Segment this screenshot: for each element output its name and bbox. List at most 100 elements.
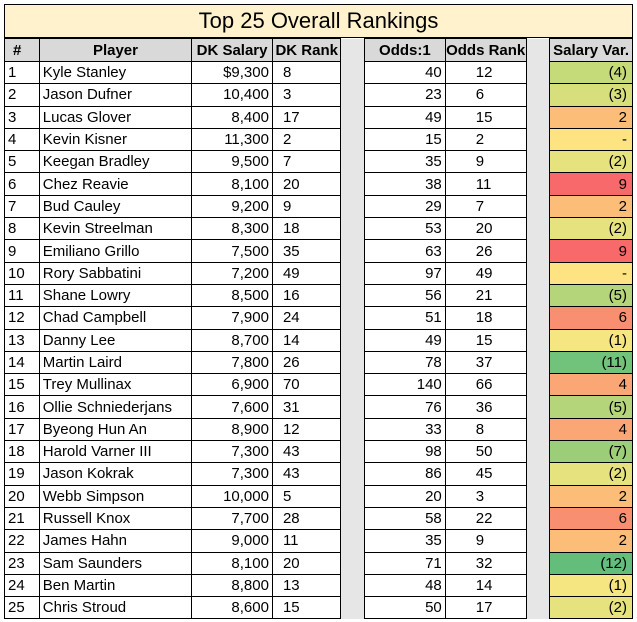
cell-odds[interactable]: 35 — [363, 529, 446, 553]
cell-salary[interactable]: 8,100 — [191, 551, 273, 575]
cell-odds[interactable]: 38 — [363, 172, 446, 196]
cell-odds[interactable]: 51 — [363, 306, 446, 330]
cell-rank[interactable]: 17 — [4, 417, 40, 442]
header-rank[interactable]: # — [4, 38, 40, 62]
cell-salary-var[interactable]: (5) — [549, 395, 633, 419]
cell-odds-rank[interactable]: 45 — [444, 462, 527, 486]
cell-odds[interactable]: 53 — [363, 217, 446, 241]
cell-salary[interactable]: 8,900 — [191, 417, 273, 442]
cell-salary[interactable]: 9,500 — [191, 150, 273, 174]
cell-rank[interactable]: 6 — [4, 172, 40, 196]
cell-odds-rank[interactable]: 32 — [444, 551, 527, 575]
cell-salary[interactable]: 8,500 — [191, 283, 273, 308]
cell-dk-rank[interactable]: 26 — [271, 350, 342, 375]
cell-player[interactable]: Kevin Kisner — [38, 127, 193, 152]
cell-player[interactable]: Chez Reavie — [38, 172, 193, 196]
cell-salary[interactable]: 8,100 — [191, 172, 273, 196]
cell-salary-var[interactable]: - — [549, 127, 633, 152]
cell-salary[interactable]: 8,600 — [191, 596, 273, 620]
cell-rank[interactable]: 23 — [4, 551, 40, 575]
cell-odds[interactable]: 50 — [363, 596, 446, 620]
cell-rank[interactable]: 19 — [4, 462, 40, 486]
cell-salary-var[interactable]: (1) — [549, 573, 633, 598]
cell-rank[interactable]: 9 — [4, 239, 40, 263]
cell-odds-rank[interactable]: 15 — [444, 328, 527, 352]
cell-salary-var[interactable]: 2 — [549, 529, 633, 553]
cell-dk-rank[interactable]: 15 — [271, 596, 342, 620]
cell-odds-rank[interactable]: 7 — [444, 194, 527, 219]
cell-rank[interactable]: 16 — [4, 395, 40, 419]
cell-rank[interactable]: 3 — [4, 105, 40, 129]
cell-player[interactable]: Keegan Bradley — [38, 150, 193, 174]
cell-odds-rank[interactable]: 26 — [444, 239, 527, 263]
cell-salary[interactable]: 8,300 — [191, 217, 273, 241]
cell-odds-rank[interactable]: 14 — [444, 573, 527, 598]
cell-dk-rank[interactable]: 24 — [271, 306, 342, 330]
cell-odds[interactable]: 140 — [363, 373, 446, 397]
cell-player[interactable]: Martin Laird — [38, 350, 193, 375]
cell-odds[interactable]: 78 — [363, 350, 446, 375]
cell-salary-var[interactable]: (4) — [549, 60, 633, 85]
cell-dk-rank[interactable]: 9 — [271, 194, 342, 219]
cell-player[interactable]: Danny Lee — [38, 328, 193, 352]
cell-salary[interactable]: 11,300 — [191, 127, 273, 152]
cell-odds[interactable]: 49 — [363, 328, 446, 352]
cell-rank[interactable]: 11 — [4, 283, 40, 308]
cell-odds[interactable]: 56 — [363, 283, 446, 308]
cell-odds-rank[interactable]: 15 — [444, 105, 527, 129]
cell-odds-rank[interactable]: 12 — [444, 60, 527, 85]
cell-odds-rank[interactable]: 36 — [444, 395, 527, 419]
cell-odds-rank[interactable]: 11 — [444, 172, 527, 196]
cell-rank[interactable]: 18 — [4, 440, 40, 464]
cell-rank[interactable]: 1 — [4, 60, 40, 85]
cell-rank[interactable]: 15 — [4, 373, 40, 397]
cell-salary[interactable]: 8,800 — [191, 573, 273, 598]
cell-player[interactable]: Lucas Glover — [38, 105, 193, 129]
cell-dk-rank[interactable]: 17 — [271, 105, 342, 129]
cell-odds-rank[interactable]: 17 — [444, 596, 527, 620]
cell-salary-var[interactable]: 4 — [549, 373, 633, 397]
header-salary-var[interactable]: Salary Var. — [549, 38, 633, 62]
cell-odds-rank[interactable]: 22 — [444, 506, 527, 531]
cell-salary[interactable]: 7,900 — [191, 306, 273, 330]
cell-dk-rank[interactable]: 70 — [271, 373, 342, 397]
cell-dk-rank[interactable]: 16 — [271, 283, 342, 308]
cell-odds[interactable]: 86 — [363, 462, 446, 486]
cell-rank[interactable]: 2 — [4, 83, 40, 107]
cell-odds[interactable]: 98 — [363, 440, 446, 464]
cell-salary-var[interactable]: 2 — [549, 484, 633, 508]
cell-odds[interactable]: 29 — [363, 194, 446, 219]
cell-rank[interactable]: 13 — [4, 328, 40, 352]
cell-salary[interactable]: 7,700 — [191, 506, 273, 531]
cell-player[interactable]: Kevin Streelman — [38, 217, 193, 241]
cell-dk-rank[interactable]: 43 — [271, 440, 342, 464]
cell-rank[interactable]: 14 — [4, 350, 40, 375]
cell-salary-var[interactable]: 9 — [549, 239, 633, 263]
cell-salary[interactable]: 8,400 — [191, 105, 273, 129]
cell-player[interactable]: Trey Mullinax — [38, 373, 193, 397]
cell-salary-var[interactable]: (7) — [549, 440, 633, 464]
cell-salary[interactable]: 9,000 — [191, 529, 273, 553]
cell-salary-var[interactable]: 2 — [549, 194, 633, 219]
cell-dk-rank[interactable]: 12 — [271, 417, 342, 442]
cell-rank[interactable]: 21 — [4, 506, 40, 531]
cell-salary-var[interactable]: 2 — [549, 105, 633, 129]
cell-salary[interactable]: 7,500 — [191, 239, 273, 263]
cell-salary-var[interactable]: (12) — [549, 551, 633, 575]
cell-odds[interactable]: 63 — [363, 239, 446, 263]
header-odds[interactable]: Odds:1 — [363, 38, 446, 62]
cell-odds[interactable]: 71 — [363, 551, 446, 575]
cell-salary[interactable]: $9,300 — [191, 60, 273, 85]
cell-odds-rank[interactable]: 37 — [444, 350, 527, 375]
cell-dk-rank[interactable]: 20 — [271, 551, 342, 575]
header-salary[interactable]: DK Salary — [191, 38, 273, 62]
cell-dk-rank[interactable]: 13 — [271, 573, 342, 598]
cell-odds[interactable]: 33 — [363, 417, 446, 442]
cell-salary-var[interactable]: (2) — [549, 462, 633, 486]
cell-player[interactable]: Chris Stroud — [38, 596, 193, 620]
cell-salary-var[interactable]: (3) — [549, 83, 633, 107]
cell-dk-rank[interactable]: 49 — [271, 261, 342, 285]
cell-odds[interactable]: 20 — [363, 484, 446, 508]
cell-salary[interactable]: 9,200 — [191, 194, 273, 219]
cell-dk-rank[interactable]: 11 — [271, 529, 342, 553]
